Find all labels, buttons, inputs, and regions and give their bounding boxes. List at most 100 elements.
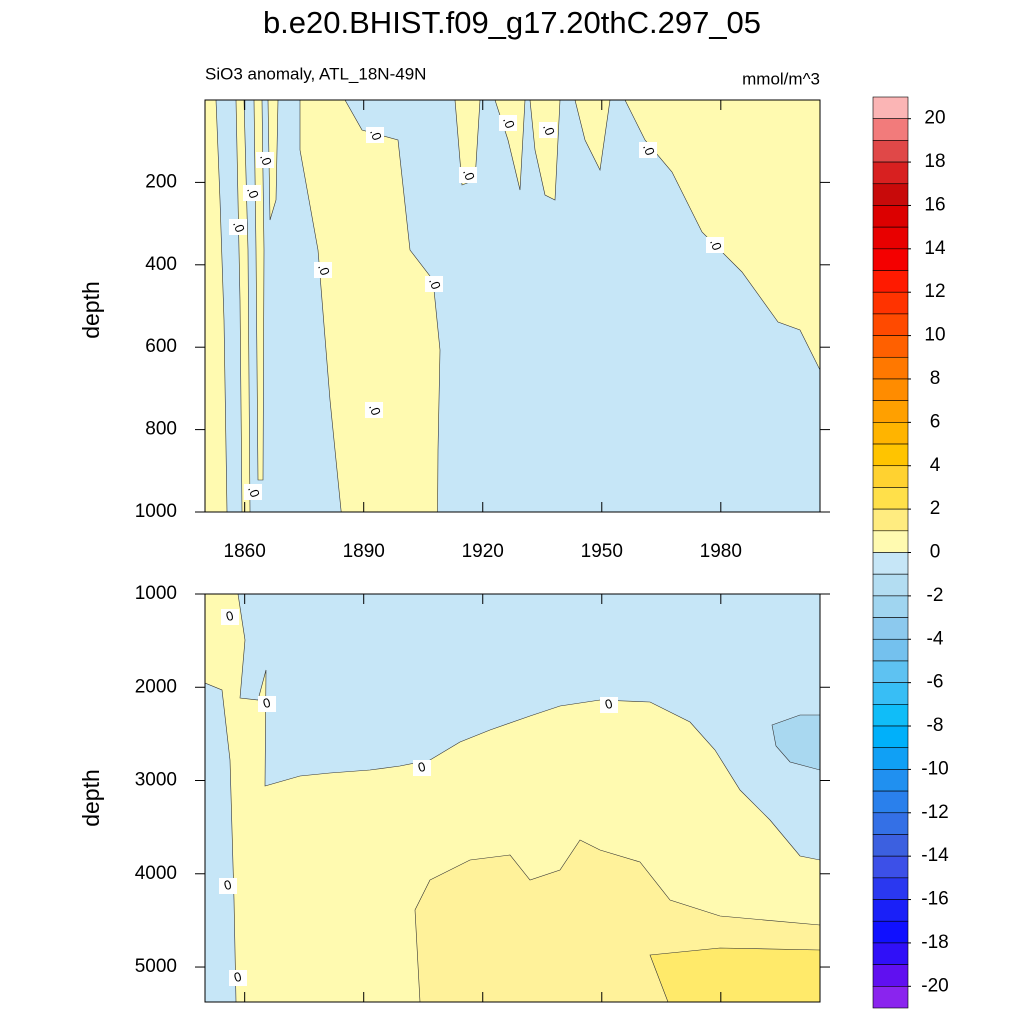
plot-frame xyxy=(204,99,821,513)
colorbar-label: 4 xyxy=(930,455,941,476)
colorbar-label: -2 xyxy=(927,585,944,606)
y-tick-label: 600 xyxy=(145,336,177,357)
contour-label: .0 xyxy=(707,237,725,252)
contour-label: .0 xyxy=(230,219,248,234)
colorbar-box xyxy=(872,400,909,423)
plot-frame xyxy=(204,593,821,1003)
colorbar-box xyxy=(872,335,909,358)
colorbar-box xyxy=(872,140,909,163)
contour-label: .0 xyxy=(426,276,444,291)
colorbar-label: -16 xyxy=(921,889,948,910)
colorbar-label: 10 xyxy=(924,325,945,346)
y-tick-label: 400 xyxy=(145,254,177,275)
contour-label: .0 xyxy=(315,262,333,277)
colorbar-label: -14 xyxy=(921,845,949,866)
colorbar-box xyxy=(872,638,909,662)
colorbar-box xyxy=(872,270,909,293)
contour-label-bg xyxy=(229,219,247,235)
colorbar-box xyxy=(872,552,909,575)
contour-label-bg xyxy=(229,970,247,986)
colorbar-box xyxy=(872,422,909,445)
contour-label: .0 xyxy=(366,402,384,417)
contour-label-bg xyxy=(639,142,657,158)
colorbar-label: 18 xyxy=(924,151,945,172)
contour-label: .0 xyxy=(367,127,385,142)
colorbar-box xyxy=(872,877,909,900)
colorbar-box xyxy=(872,812,909,835)
colorbar-box xyxy=(872,487,909,510)
y-tick-label: 200 xyxy=(145,171,177,192)
x-tick-label: 1890 xyxy=(343,541,385,562)
contour-label: .0 xyxy=(460,167,478,182)
contour-label-bg xyxy=(706,237,724,253)
x-tick-label: 1980 xyxy=(700,541,742,562)
colorbar-label: 2 xyxy=(930,498,941,519)
colorbar-label: -20 xyxy=(921,975,948,996)
contour-label: 0 xyxy=(224,608,235,624)
contour-label: 0 xyxy=(261,695,272,711)
contour-label-bg xyxy=(413,760,431,776)
colorbar-label: -8 xyxy=(927,715,944,736)
contour-label-bg xyxy=(219,878,237,894)
contour-label-bg xyxy=(244,484,262,500)
colorbar-box xyxy=(872,313,909,336)
contour-label: .0 xyxy=(540,122,558,137)
colorbar-box xyxy=(872,682,909,705)
colorbar-box xyxy=(872,291,909,315)
y-tick-label: 800 xyxy=(145,419,177,440)
y-tick-label: 1000 xyxy=(135,583,177,604)
contour-label: .0 xyxy=(500,115,518,130)
contour-label: 0 xyxy=(232,969,243,985)
colorbar-box xyxy=(872,226,909,250)
contour-label: 0 xyxy=(603,696,614,712)
contour-label-bg xyxy=(366,127,384,143)
colorbar-label: -18 xyxy=(921,932,948,953)
contour-label-bg xyxy=(258,696,276,712)
contour-label: .0 xyxy=(244,185,262,200)
chart-title: b.e20.BHIST.f09_g17.20thC.297_05 xyxy=(263,5,761,40)
colorbar-box xyxy=(872,356,909,380)
colorbar-box xyxy=(872,834,909,857)
colorbar-box xyxy=(872,378,909,401)
contour-label-bg xyxy=(459,167,477,183)
colorbar-label: -12 xyxy=(921,802,948,823)
x-tick-label: 1920 xyxy=(462,541,504,562)
colorbar-box xyxy=(872,508,909,532)
colorbar-box xyxy=(872,986,909,1009)
colorbar-label: -4 xyxy=(927,628,944,649)
y-axis-label: depth xyxy=(78,769,104,827)
colorbar-label: 12 xyxy=(924,281,945,302)
colorbar-label: 20 xyxy=(924,108,945,129)
colorbar-label: 6 xyxy=(930,411,941,432)
contour-label: .0 xyxy=(245,484,263,499)
contour-label-bg xyxy=(243,185,261,201)
colorbar-label: 8 xyxy=(930,368,941,389)
contour-fill xyxy=(205,100,820,512)
colorbar-box xyxy=(872,964,909,987)
y-axis-label: depth xyxy=(78,281,104,339)
contour-label: .0 xyxy=(257,152,275,167)
colorbar-box xyxy=(872,595,909,618)
contour-label-bg xyxy=(539,122,557,138)
contour-label-bg xyxy=(499,115,517,131)
colorbar-box xyxy=(872,920,909,944)
contour-label-bg xyxy=(314,262,332,278)
y-tick-label: 4000 xyxy=(135,863,177,884)
colorbar-box xyxy=(872,725,909,749)
contour-label-bg xyxy=(365,402,383,418)
contour-label-bg xyxy=(600,697,618,713)
colorbar-box xyxy=(872,183,909,206)
colorbar-label: -10 xyxy=(921,758,948,779)
colorbar-label: 0 xyxy=(930,542,941,563)
colorbar-box xyxy=(872,465,909,488)
y-tick-label: 2000 xyxy=(135,676,177,697)
colorbar-box xyxy=(872,790,909,814)
contour-label-bg xyxy=(425,276,443,292)
contour-label-bg xyxy=(221,609,239,625)
colorbar-box xyxy=(872,205,909,228)
colorbar-box xyxy=(872,443,909,467)
colorbar-label: 16 xyxy=(924,194,945,215)
colorbar-box xyxy=(872,769,909,792)
units: mmol/m^3 xyxy=(742,69,820,88)
